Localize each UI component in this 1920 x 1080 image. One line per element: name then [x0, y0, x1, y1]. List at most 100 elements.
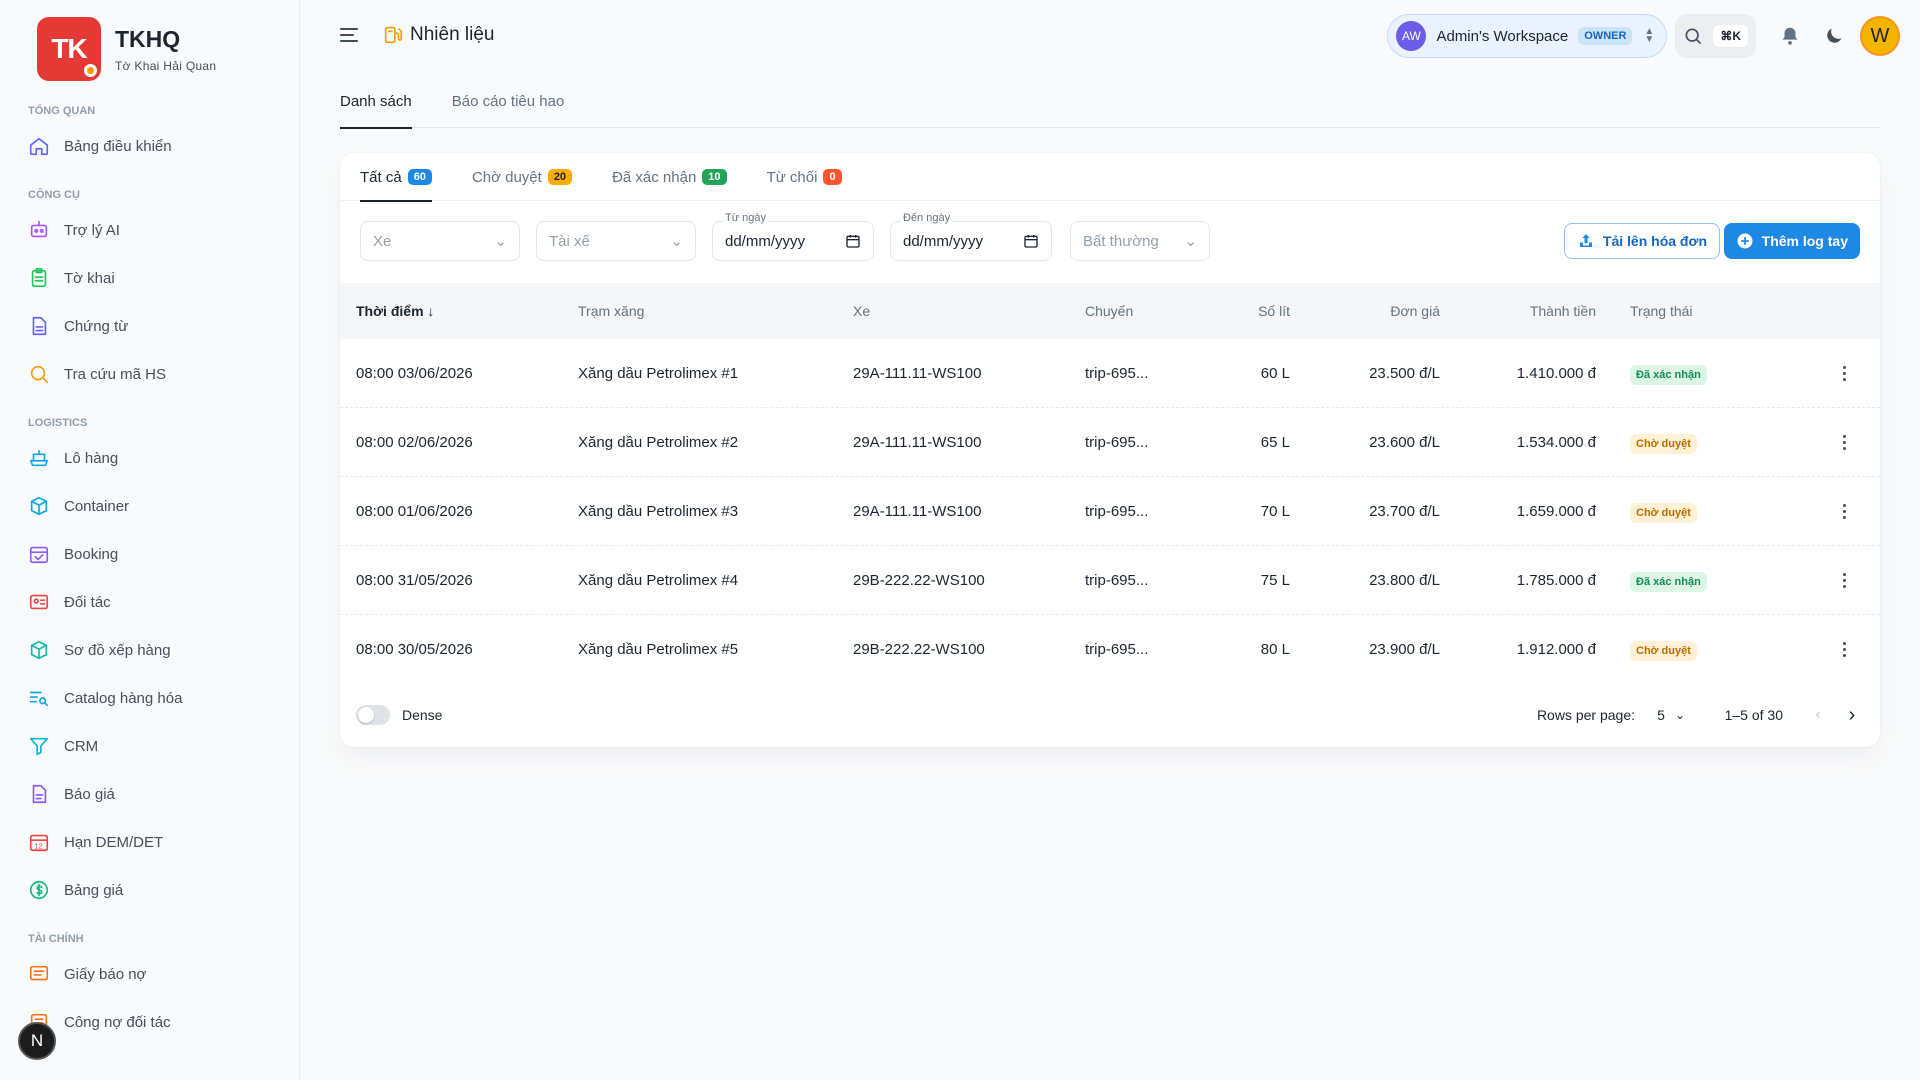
sidebar-item-t-khai[interactable]: Tờ khai	[0, 254, 299, 302]
table-row[interactable]: 08:00 03/06/2026 Xăng dầu Petrolimex #1 …	[340, 339, 1880, 408]
box-icon	[28, 639, 50, 661]
sidebar-item-label: Container	[64, 497, 130, 515]
svg-text:12: 12	[34, 841, 42, 850]
from-date-input[interactable]: Từ ngày dd/mm/yyyy	[712, 212, 874, 261]
column-header-total[interactable]: Thành tiền	[1529, 303, 1596, 319]
sidebar-item-h-n-dem-det[interactable]: 12 Hạn DEM/DET	[0, 818, 299, 866]
cell-unit-price: 23.600 đ/L	[1369, 433, 1440, 451]
sidebar-item-s-x-p-h-ng[interactable]: Sơ đồ xếp hàng	[0, 626, 299, 674]
from-date-label: Từ ngày	[723, 212, 768, 224]
search-icon	[1685, 28, 1702, 45]
robot-icon	[28, 219, 50, 241]
sidebar-item-container[interactable]: Container	[0, 482, 299, 530]
cell-time: 08:00 31/05/2026	[356, 571, 473, 589]
user-avatar[interactable]: W	[1860, 16, 1900, 56]
add-manual-log-button[interactable]: Thêm log tay	[1723, 223, 1860, 259]
brand-title: TKHQ	[115, 25, 181, 52]
cell-station: Xăng dầu Petrolimex #3	[578, 502, 739, 520]
status-tab-all[interactable]: Tất cả 60	[360, 153, 432, 202]
vehicle-select[interactable]: Xe ⌄	[360, 221, 520, 261]
cell-station: Xăng dầu Petrolimex #5	[578, 641, 739, 658]
menu-toggle-icon[interactable]	[340, 23, 364, 47]
column-header-trip[interactable]: Chuyến	[1085, 303, 1134, 319]
more-vertical-icon[interactable]	[1836, 503, 1852, 519]
workspace-switcher[interactable]: AW Admin's Workspace OWNER ▲ ▼	[1387, 14, 1668, 58]
chevron-right-icon: ›	[1848, 703, 1856, 726]
next-page-button[interactable]: ›	[1840, 703, 1864, 727]
table-row[interactable]: 08:00 02/06/2026 Xăng dầu Petrolimex #2 …	[340, 408, 1880, 477]
column-header-vehicle[interactable]: Xe	[853, 303, 871, 319]
status-tab-rejected[interactable]: Từ chối 0	[767, 153, 842, 201]
sidebar-item-l-h-ng[interactable]: Lô hàng	[0, 434, 299, 482]
cell-liters: 60 L	[1260, 364, 1290, 382]
sidebar-item-label: Bảng giá	[64, 881, 124, 899]
cell-total: 1.912.000 đ	[1516, 641, 1596, 658]
brand-subtitle: Tờ Khai Hải Quan	[115, 58, 217, 73]
document-icon	[28, 315, 50, 337]
chevron-down-icon: ⌄	[494, 233, 507, 250]
next-dev-button[interactable]: N	[18, 1022, 56, 1060]
sidebar-item-tra-c-u-m-hs[interactable]: Tra cứu mã HS	[0, 350, 299, 398]
column-header-unit-price[interactable]: Đơn giá	[1390, 303, 1440, 319]
dense-toggle[interactable]	[356, 705, 390, 725]
driver-select[interactable]: Tài xế ⌄	[536, 221, 696, 261]
sidebar-item-gi-y-b-o-n-[interactable]: Giấy báo nợ	[0, 950, 299, 998]
cell-unit-price: 23.700 đ/L	[1369, 502, 1440, 520]
status-tab-pending[interactable]: Chờ duyệt 20	[472, 153, 573, 201]
sidebar-item-b-o-gi-[interactable]: Báo giá	[0, 770, 299, 818]
cell-liters: 70 L	[1260, 502, 1290, 520]
column-header-station[interactable]: Trạm xăng	[578, 303, 645, 319]
table-row[interactable]: 08:00 01/06/2026 Xăng dầu Petrolimex #3 …	[340, 477, 1880, 546]
more-vertical-icon[interactable]	[1836, 572, 1852, 588]
workspace-name: Admin's Workspace	[1436, 27, 1569, 45]
more-vertical-icon[interactable]	[1836, 434, 1852, 450]
cell-station: Xăng dầu Petrolimex #2	[578, 433, 739, 451]
sidebar: TK TKHQ Tờ Khai Hải Quan TỔNG QUAN Bảng …	[0, 0, 300, 1080]
sidebar-item-crm[interactable]: CRM	[0, 722, 299, 770]
to-date-input[interactable]: Đến ngày dd/mm/yyyy	[890, 212, 1052, 261]
sidebar-item-ch-ng-t-[interactable]: Chứng từ	[0, 302, 299, 350]
prev-page-button[interactable]: ‹	[1806, 703, 1830, 727]
sidebar-item-b-ng-gi-[interactable]: Bảng giá	[0, 866, 299, 914]
cell-vehicle: 29A-111.11-WS100	[853, 364, 982, 382]
sidebar-item-catalog-h-ng-h-a[interactable]: Catalog hàng hóa	[0, 674, 299, 722]
calendar-icon	[846, 235, 860, 248]
rows-per-page-select[interactable]: 5 ⌄	[1657, 707, 1685, 723]
calendar-check-icon	[28, 543, 50, 565]
sidebar-item-booking[interactable]: Booking	[0, 530, 299, 578]
cell-unit-price: 23.800 đ/L	[1369, 571, 1440, 589]
cell-vehicle: 29A-111.11-WS100	[853, 502, 982, 520]
column-header-time[interactable]: Thời điểm ↓	[356, 303, 435, 319]
more-vertical-icon[interactable]	[1836, 365, 1852, 381]
upload-icon	[1579, 234, 1592, 247]
plus-circle-icon	[1737, 233, 1753, 249]
table-row[interactable]: 08:00 31/05/2026 Xăng dầu Petrolimex #4 …	[340, 546, 1880, 615]
chevron-down-icon: ⌄	[670, 233, 683, 250]
sidebar-item-tr-l-ai[interactable]: Trợ lý AI	[0, 206, 299, 254]
nav-section-title: CÔNG CỤ	[28, 189, 80, 201]
notifications-button[interactable]	[1770, 16, 1810, 56]
search-button[interactable]: ⌘K	[1675, 14, 1756, 58]
cell-vehicle: 29B-222.22-WS100	[853, 571, 985, 589]
table-row[interactable]: 08:00 30/05/2026 Xăng dầu Petrolimex #5 …	[340, 615, 1880, 684]
upload-invoice-button[interactable]: Tải lên hóa đơn	[1563, 223, 1720, 259]
container-icon	[28, 495, 50, 517]
tab-list[interactable]: Danh sách	[340, 88, 412, 129]
sidebar-item-b-ng-i-u-khi-n[interactable]: Bảng điều khiển	[0, 122, 299, 170]
clipboard-icon	[28, 267, 50, 289]
status-tab-confirmed[interactable]: Đã xác nhận 10	[612, 153, 727, 201]
chevron-up-down-icon: ▲ ▼	[1644, 26, 1655, 45]
theme-toggle-button[interactable]	[1814, 16, 1854, 56]
cell-liters: 75 L	[1260, 571, 1290, 589]
column-header-liters[interactable]: Số lít	[1258, 303, 1290, 319]
sidebar-item--i-t-c[interactable]: Đối tác	[0, 578, 299, 626]
brand[interactable]: TK TKHQ Tờ Khai Hải Quan	[0, 0, 299, 86]
tab-consumption-report[interactable]: Báo cáo tiêu hao	[451, 93, 565, 110]
status-badge: Chờ duyệt	[1630, 641, 1697, 661]
search-shortcut: ⌘K	[1713, 25, 1748, 47]
more-vertical-icon[interactable]	[1836, 642, 1852, 657]
anomaly-select[interactable]: Bất thường ⌄	[1070, 221, 1210, 261]
main-content: Nhiên liệu AW Admin's Workspace OWNER ▲ ▼…	[300, 0, 1920, 1080]
page-tabs: Danh sách Báo cáo tiêu hao	[340, 88, 1880, 129]
column-header-status[interactable]: Trạng thái	[1630, 303, 1693, 319]
